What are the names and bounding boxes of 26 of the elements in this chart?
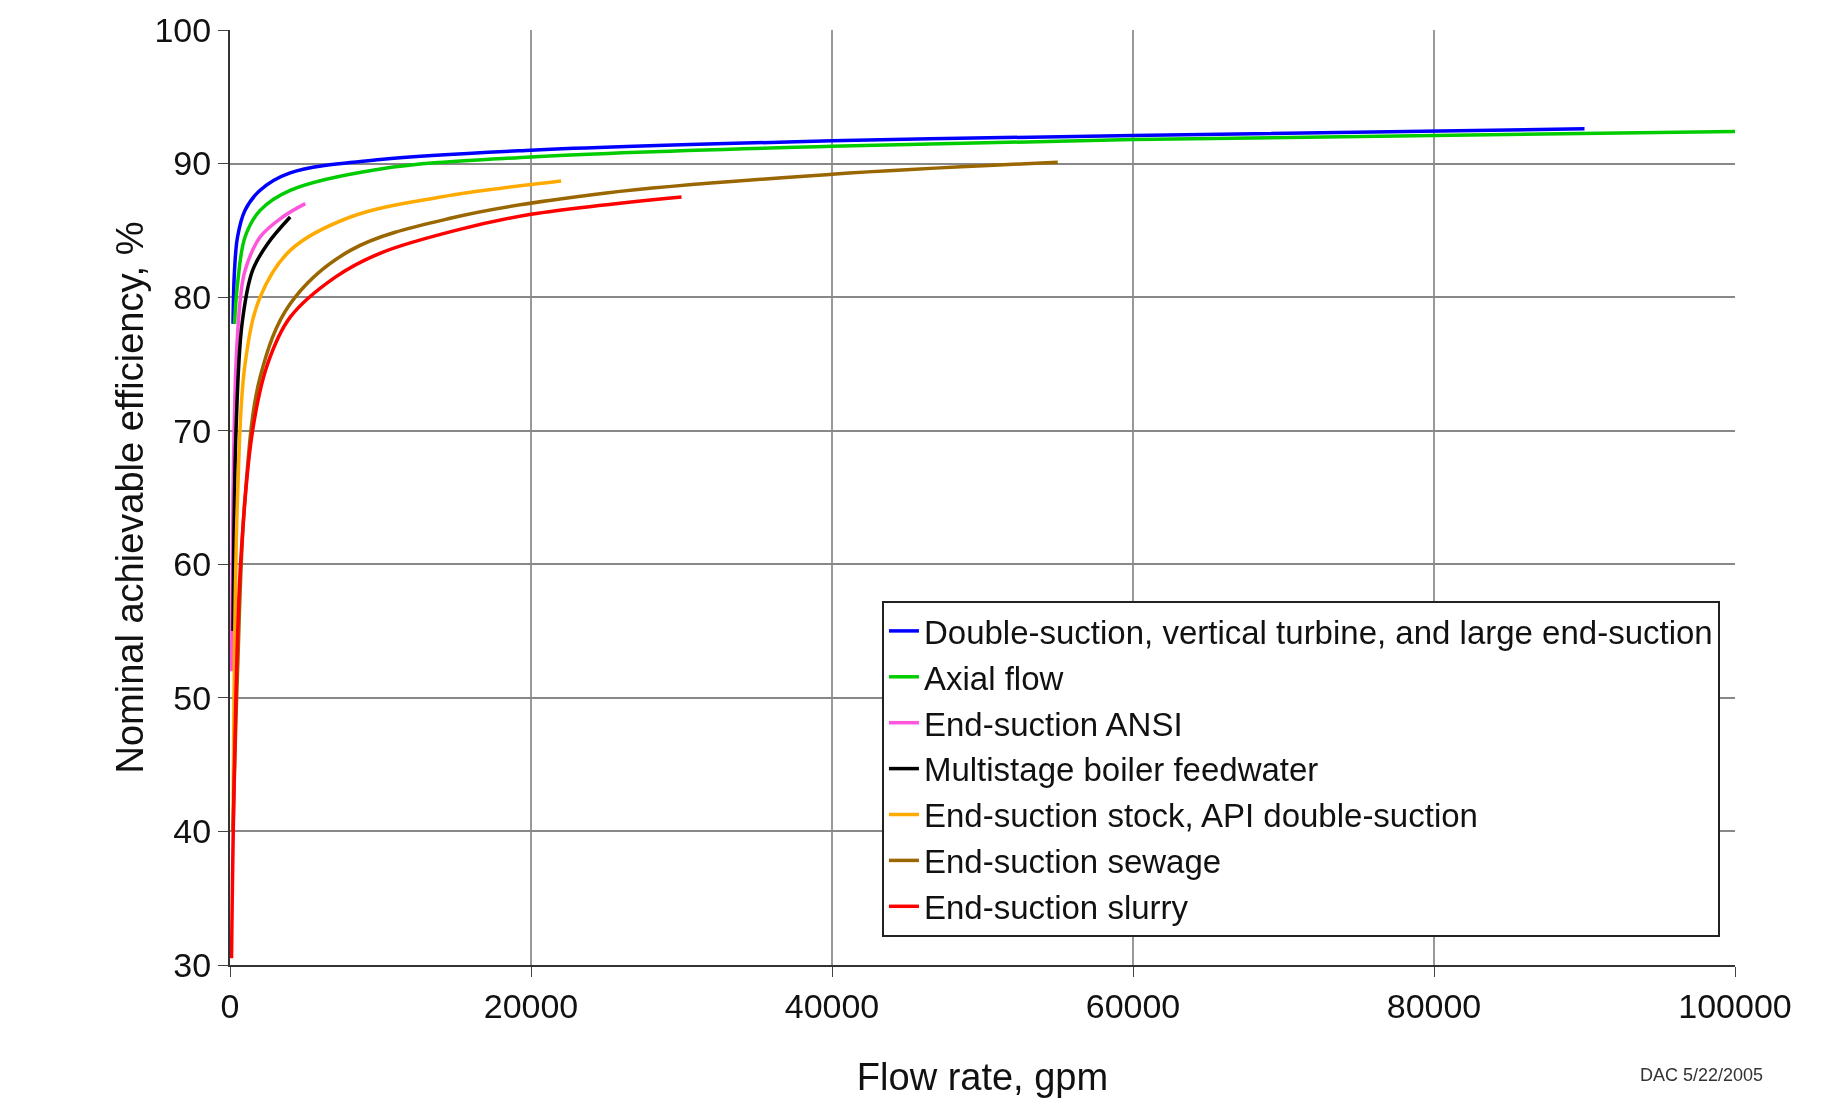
legend-label: Axial flow bbox=[923, 659, 1064, 697]
legend-label: Multistage boiler feedwater bbox=[923, 751, 1319, 789]
y-tick-label: 50 bbox=[173, 678, 212, 717]
y-tick-label: 90 bbox=[173, 144, 212, 183]
y-tick-label: 30 bbox=[173, 945, 212, 984]
y-tick-label: 100 bbox=[154, 10, 212, 49]
line-series bbox=[231, 215, 292, 633]
legend-label: End-suction ANSI bbox=[923, 705, 1183, 743]
y-tick-label: 80 bbox=[173, 278, 212, 317]
y-tick-label: 70 bbox=[173, 411, 212, 450]
x-tick-label: 60000 bbox=[1085, 986, 1181, 1025]
text: DAC 5/22/2005 bbox=[1640, 1065, 1764, 1085]
x-tick-label: 80000 bbox=[1386, 986, 1482, 1025]
x-tick-label: 40000 bbox=[784, 986, 880, 1025]
x-tick-label: 20000 bbox=[483, 986, 579, 1025]
x-tick-label: 100000 bbox=[1678, 986, 1792, 1025]
x-axis-title: Flow rate, gpm bbox=[856, 1056, 1109, 1098]
legend-label: End-suction stock, API double-suction bbox=[923, 797, 1478, 835]
y-axis-title: Nominal achievable efficiency, % bbox=[109, 221, 151, 774]
legend-label: End-suction slurry bbox=[923, 889, 1189, 927]
line-series bbox=[230, 195, 684, 961]
y-tick-label: 40 bbox=[173, 812, 212, 851]
legend-label: End-suction sewage bbox=[923, 843, 1222, 881]
y-tick-label: 60 bbox=[173, 545, 212, 584]
x-tick-label: 0 bbox=[220, 986, 240, 1025]
legend-label: Double-suction, vertical turbine, and large end-suction bbox=[923, 613, 1713, 651]
